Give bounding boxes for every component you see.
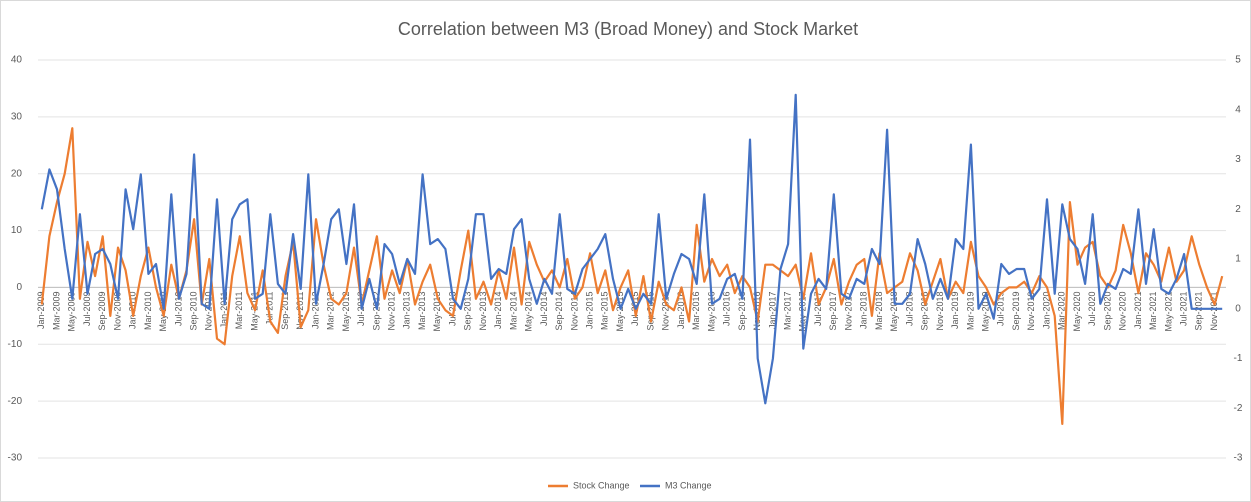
- x-tick-label: Nov-2015: [661, 291, 671, 330]
- x-tick-label: Sep-2009: [97, 291, 107, 330]
- x-tick-label: Sep-2019: [1011, 291, 1021, 330]
- x-tick-label: Mar-2009: [51, 291, 61, 330]
- x-tick-label: Jan-2016: [676, 291, 686, 329]
- y2-tick-label: -2: [1234, 403, 1243, 414]
- y2-tick-label: 1: [1235, 254, 1241, 265]
- x-tick-label: Jan-2009: [36, 291, 46, 329]
- x-tick-label: Sep-2017: [828, 291, 838, 330]
- y2-tick-label: 3: [1235, 154, 1241, 165]
- x-tick-label: Sep-2016: [737, 291, 747, 330]
- x-tick-label: May-2019: [980, 291, 990, 331]
- x-tick-label: Jan-2012: [310, 291, 320, 329]
- y-tick-label: -20: [8, 396, 23, 407]
- x-tick-label: Jul-2021: [1178, 291, 1188, 326]
- x-tick-label: Sep-2014: [554, 291, 564, 330]
- x-tick-label: Mar-2015: [600, 291, 610, 330]
- x-tick-label: Jan-2019: [950, 291, 960, 329]
- x-tick-label: Nov-2012: [386, 291, 396, 330]
- y-tick-label: 10: [11, 225, 23, 236]
- x-tick-label: Nov-2014: [569, 291, 579, 330]
- y-tick-label: 30: [11, 111, 23, 122]
- x-tick-label: Nov-2018: [935, 291, 945, 330]
- x-tick-label: Mar-2013: [417, 291, 427, 330]
- x-tick-label: Jul-2013: [447, 291, 457, 326]
- x-tick-label: Nov-2020: [1118, 291, 1128, 330]
- x-tick-label: Jan-2011: [219, 291, 229, 328]
- x-tick-label: May-2012: [341, 291, 351, 331]
- y-tick-label: 0: [16, 282, 22, 293]
- y-tick-label: -30: [8, 453, 23, 464]
- x-tick-label: Sep-2012: [371, 291, 381, 330]
- legend-label: M3 Change: [665, 480, 712, 490]
- series-line: [40, 127, 1224, 425]
- x-tick-label: Jan-2021: [1133, 291, 1143, 329]
- x-tick-label: Mar-2014: [508, 291, 518, 330]
- y-tick-label: 20: [11, 168, 23, 179]
- x-tick-label: Jul-2018: [904, 291, 914, 326]
- x-tick-label: Jul-2009: [82, 291, 92, 326]
- y-tick-label: 40: [11, 55, 23, 66]
- x-tick-label: May-2014: [524, 291, 534, 331]
- x-tick-label: Jul-2011: [265, 291, 275, 325]
- chart-title: Correlation between M3 (Broad Money) and…: [398, 19, 858, 39]
- x-tick-label: Nov-2013: [478, 291, 488, 330]
- x-tick-label: Nov-2021: [1209, 291, 1219, 330]
- y2-tick-label: -1: [1234, 353, 1243, 364]
- x-tick-label: Mar-2010: [143, 291, 153, 330]
- y2-tick-label: 2: [1235, 204, 1241, 215]
- x-tick-label: Sep-2018: [920, 291, 930, 330]
- x-tick-label: Mar-2012: [326, 291, 336, 330]
- x-tick-label: Jul-2016: [722, 291, 732, 326]
- y2-tick-label: 4: [1235, 104, 1241, 115]
- x-tick-label: May-2009: [67, 291, 77, 331]
- x-tick-label: Nov-2019: [1026, 291, 1036, 330]
- x-tick-label: Jan-2017: [767, 291, 777, 329]
- x-tick-label: Jan-2013: [402, 291, 412, 329]
- y2-tick-label: 5: [1235, 55, 1241, 66]
- legend-label: Stock Change: [573, 480, 630, 490]
- series-line: [40, 93, 1223, 405]
- x-tick-label: Jan-2018: [859, 291, 869, 329]
- x-tick-label: May-2015: [615, 291, 625, 331]
- x-tick-label: May-2020: [1072, 291, 1082, 331]
- x-tick-label: Jul-2019: [996, 291, 1006, 326]
- x-tick-label: May-2016: [706, 291, 716, 331]
- x-tick-label: Jul-2010: [173, 291, 183, 326]
- y2-tick-label: 0: [1235, 303, 1241, 314]
- x-tick-label: Nov-2009: [112, 291, 122, 330]
- x-tick-label: Mar-2016: [691, 291, 701, 330]
- x-tick-label: Nov-2010: [204, 291, 214, 330]
- x-tick-label: Mar-2011: [234, 291, 244, 329]
- x-tick-label: Jul-2014: [539, 291, 549, 326]
- x-tick-label: Nov-2017: [843, 291, 853, 330]
- x-tick-label: Jan-2015: [584, 291, 594, 329]
- y-tick-label: -10: [8, 339, 23, 350]
- x-tick-label: Jul-2017: [813, 291, 823, 326]
- x-tick-label: Mar-2019: [965, 291, 975, 330]
- x-tick-label: Mar-2018: [874, 291, 884, 330]
- x-tick-label: Sep-2011: [280, 291, 290, 329]
- x-tick-label: Sep-2021: [1194, 291, 1204, 330]
- x-tick-label: Mar-2021: [1148, 291, 1158, 330]
- x-tick-label: Mar-2017: [782, 291, 792, 330]
- x-tick-label: Sep-2013: [463, 291, 473, 330]
- x-tick-label: Sep-2010: [188, 291, 198, 330]
- x-tick-label: Sep-2020: [1102, 291, 1112, 330]
- x-tick-label: Mar-2020: [1057, 291, 1067, 330]
- x-tick-label: May-2021: [1163, 291, 1173, 331]
- x-tick-label: Jan-2014: [493, 291, 503, 329]
- x-tick-label: Jul-2020: [1087, 291, 1097, 326]
- y2-tick-label: -3: [1234, 453, 1243, 464]
- x-tick-label: Sep-2015: [645, 291, 655, 330]
- x-tick-label: Jan-2020: [1041, 291, 1051, 329]
- x-tick-label: May-2013: [432, 291, 442, 331]
- x-tick-label: May-2018: [889, 291, 899, 331]
